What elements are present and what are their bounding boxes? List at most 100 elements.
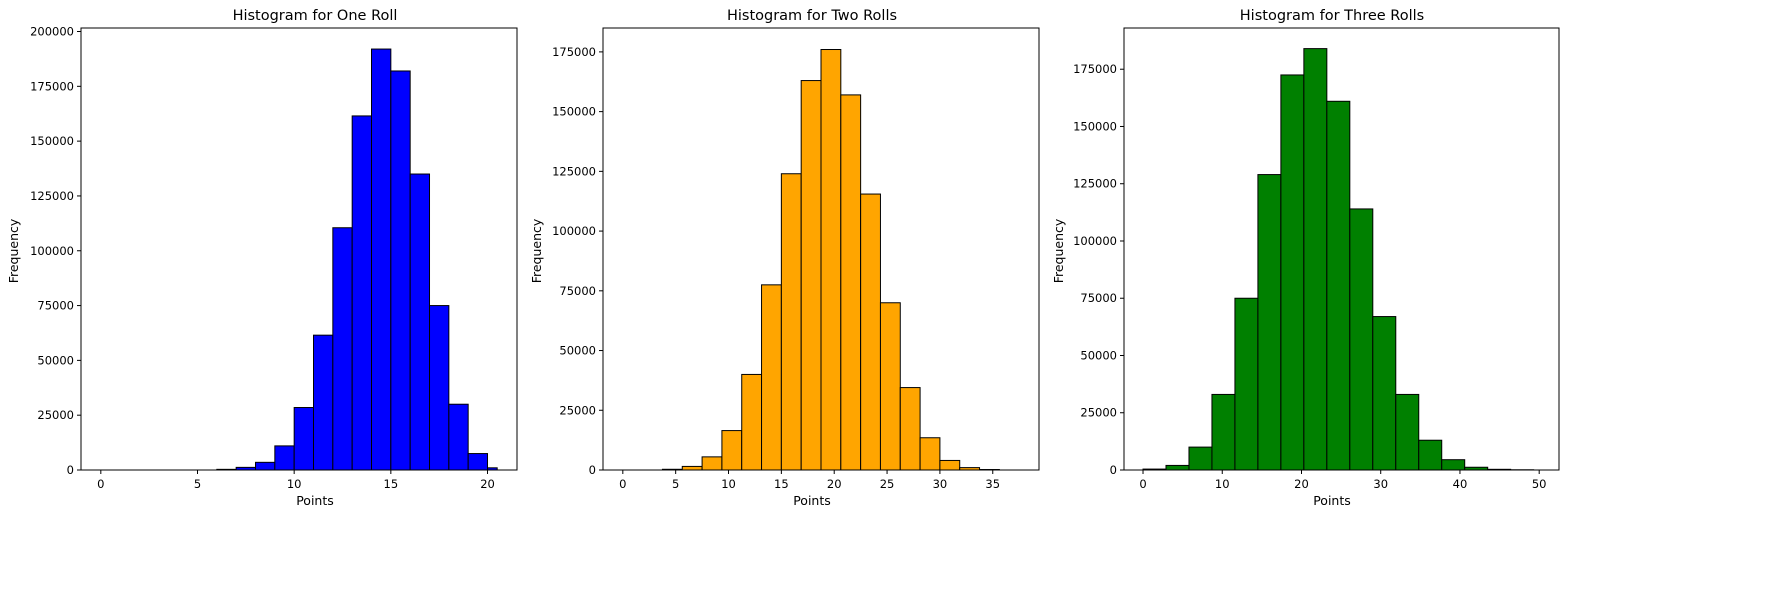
x-tick-label: 20 <box>480 477 495 491</box>
histogram-bar <box>701 456 723 471</box>
x-tick-label: 10 <box>721 477 736 491</box>
y-tick-label: 25000 <box>37 408 74 422</box>
histogram-bar <box>1441 459 1466 471</box>
histogram-bar <box>1165 464 1190 471</box>
y-tick-label: 175000 <box>552 45 596 59</box>
y-tick-label: 75000 <box>37 299 74 313</box>
histogram-bar <box>448 403 469 471</box>
x-axis-label: Points <box>296 493 334 508</box>
histogram-bar <box>761 284 782 471</box>
histogram-bar <box>780 173 802 471</box>
histogram-bars <box>1142 48 1535 471</box>
x-axis-label: Points <box>1313 493 1351 508</box>
x-tick-label: 0 <box>97 477 104 491</box>
x-tick-label: 20 <box>827 477 842 491</box>
histogram-bars <box>661 49 1000 471</box>
histogram-bar <box>390 70 411 471</box>
x-tick-label: 50 <box>1532 477 1547 491</box>
y-tick-label: 75000 <box>559 284 596 298</box>
histogram-bar <box>820 49 842 471</box>
histogram-bar <box>1418 439 1443 471</box>
axes-frame <box>80 27 518 471</box>
histogram-bar <box>919 437 941 471</box>
axes-frame <box>1123 27 1560 471</box>
x-tick-label: 5 <box>672 477 679 491</box>
histogram-bar <box>1188 446 1213 471</box>
axes-frame <box>602 27 1040 471</box>
histogram-bar <box>429 305 450 471</box>
histogram-bar <box>1211 393 1236 471</box>
histogram-bar <box>1349 208 1374 471</box>
y-tick-label: 25000 <box>559 403 596 417</box>
histogram-bar <box>371 48 392 471</box>
chart-title: Histogram for Three Rolls <box>1240 8 1424 24</box>
y-tick-label: 125000 <box>1073 177 1117 191</box>
histogram-bar <box>1257 174 1282 471</box>
y-tick-label: 100000 <box>1073 234 1117 248</box>
y-tick-label: 175000 <box>1073 62 1117 76</box>
x-tick-label: 25 <box>880 477 895 491</box>
y-tick-label: 0 <box>1110 463 1117 477</box>
x-tick-label: 15 <box>384 477 399 491</box>
chart-title: Histogram for One Roll <box>233 8 398 24</box>
y-tick-label: 50000 <box>37 353 74 367</box>
x-tick-label: 0 <box>1139 477 1146 491</box>
histogram-bar <box>860 193 881 471</box>
x-tick-label: 15 <box>774 477 789 491</box>
x-tick-label: 20 <box>1294 477 1309 491</box>
y-tick-label: 100000 <box>30 244 74 258</box>
x-tick-label: 30 <box>1373 477 1388 491</box>
histogram-bar <box>939 459 961 471</box>
x-axis-label: Points <box>793 493 831 508</box>
histogram-bar <box>800 80 822 471</box>
histogram-bar <box>313 334 334 471</box>
x-tick-label: 35 <box>985 477 1000 491</box>
histogram-bar <box>879 302 901 471</box>
x-tick-label: 10 <box>1215 477 1230 491</box>
histogram-bar <box>467 453 489 471</box>
y-axis-label: Frequency <box>6 218 21 283</box>
histogram-bar <box>840 94 862 471</box>
y-tick-label: 50000 <box>1080 348 1117 362</box>
histogram-bar <box>1234 297 1259 471</box>
histogram-bar <box>1395 393 1420 471</box>
histogram-bar <box>741 373 763 471</box>
histogram-bar <box>1280 74 1305 471</box>
y-tick-label: 150000 <box>552 105 596 119</box>
y-tick-label: 75000 <box>1080 291 1117 305</box>
chart-panel-one-roll: Histogram for One Roll Points Frequency … <box>6 8 518 508</box>
y-tick-label: 25000 <box>1080 406 1117 420</box>
x-tick-label: 30 <box>933 477 948 491</box>
y-tick-label: 100000 <box>552 224 596 238</box>
histogram-bar <box>899 387 921 471</box>
y-tick-label: 0 <box>589 463 596 477</box>
histogram-bar <box>332 227 353 471</box>
x-tick-label: 10 <box>287 477 302 491</box>
histogram-bar <box>1303 48 1328 471</box>
y-tick-label: 50000 <box>559 344 596 358</box>
histogram-bar <box>409 173 431 471</box>
histogram-bar <box>1326 100 1351 471</box>
x-tick-label: 0 <box>619 477 626 491</box>
histogram-bars <box>216 48 498 471</box>
y-tick-label: 125000 <box>30 189 74 203</box>
histogram-bar <box>1372 316 1397 471</box>
chart-panel-three-rolls: Histogram for Three Rolls Points Frequen… <box>1051 8 1560 508</box>
y-tick-label: 125000 <box>552 164 596 178</box>
histogram-bar <box>721 430 743 471</box>
y-tick-label: 0 <box>67 463 74 477</box>
histogram-bar <box>254 461 276 471</box>
chart-title: Histogram for Two Rolls <box>727 8 897 24</box>
chart-panel-two-rolls: Histogram for Two Rolls Points Frequency… <box>529 8 1040 508</box>
y-tick-label: 175000 <box>30 79 74 93</box>
histogram-bar <box>274 445 295 471</box>
histogram-bar <box>293 407 315 471</box>
y-tick-label: 150000 <box>1073 119 1117 133</box>
histogram-bar <box>351 115 373 471</box>
x-tick-label: 5 <box>194 477 201 491</box>
y-axis-label: Frequency <box>529 218 544 283</box>
y-axis-label: Frequency <box>1051 218 1066 283</box>
histogram-bar <box>681 465 703 471</box>
